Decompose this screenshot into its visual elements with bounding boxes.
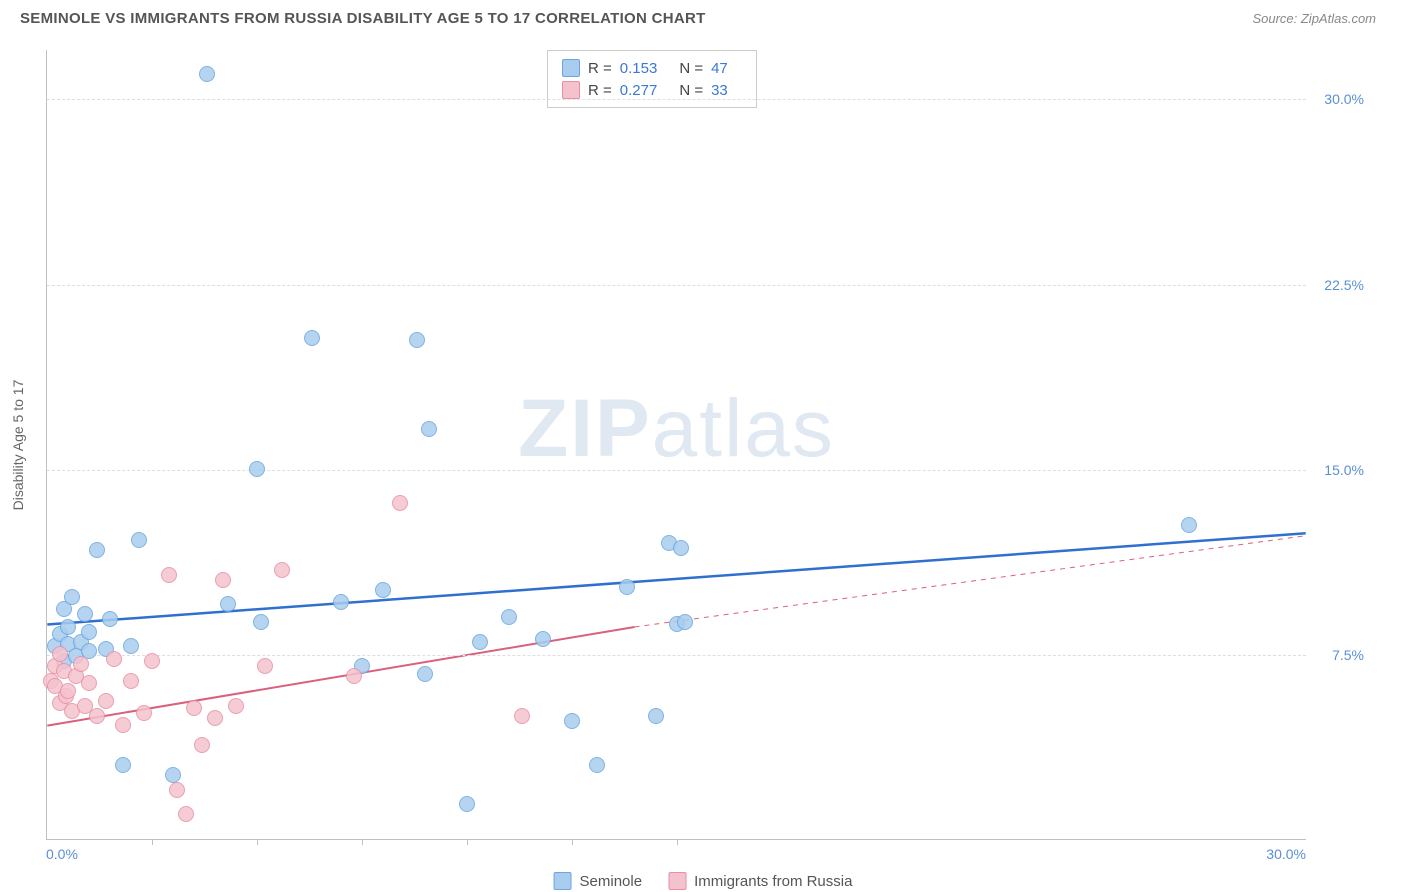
- legend-series-name: Immigrants from Russia: [694, 873, 852, 890]
- legend-item: Immigrants from Russia: [668, 872, 852, 890]
- data-point: [215, 572, 231, 588]
- data-point: [253, 614, 269, 630]
- data-point: [673, 540, 689, 556]
- data-point: [123, 673, 139, 689]
- data-point: [89, 708, 105, 724]
- data-point: [459, 796, 475, 812]
- data-point: [409, 332, 425, 348]
- data-point: [274, 562, 290, 578]
- data-point: [115, 757, 131, 773]
- x-tick: [677, 839, 678, 845]
- data-point: [60, 619, 76, 635]
- data-point: [115, 717, 131, 733]
- x-tick: [152, 839, 153, 845]
- data-point: [131, 532, 147, 548]
- legend-swatch: [562, 59, 580, 77]
- data-point: [564, 713, 580, 729]
- trend-line-extrapolated: [635, 536, 1306, 627]
- data-point: [169, 782, 185, 798]
- y-tick-label: 30.0%: [1310, 91, 1364, 107]
- legend-r-label: R =: [588, 60, 612, 77]
- legend-n-value: 33: [711, 82, 728, 99]
- legend-n-label: N =: [679, 60, 703, 77]
- x-tick: [257, 839, 258, 845]
- data-point: [207, 710, 223, 726]
- data-point: [1181, 517, 1197, 533]
- data-point: [472, 634, 488, 650]
- legend-series-name: Seminole: [580, 873, 643, 890]
- x-tick-min: 0.0%: [46, 846, 78, 862]
- data-point: [77, 606, 93, 622]
- data-point: [375, 582, 391, 598]
- data-point: [89, 542, 105, 558]
- data-point: [186, 700, 202, 716]
- data-point: [81, 624, 97, 640]
- data-point: [648, 708, 664, 724]
- y-tick-label: 15.0%: [1310, 462, 1364, 478]
- x-tick: [572, 839, 573, 845]
- data-point: [346, 668, 362, 684]
- data-point: [677, 614, 693, 630]
- data-point: [514, 708, 530, 724]
- gridline: [47, 655, 1306, 656]
- legend-n-label: N =: [679, 82, 703, 99]
- data-point: [535, 631, 551, 647]
- x-tick: [467, 839, 468, 845]
- legend-r-label: R =: [588, 82, 612, 99]
- y-axis-label: Disability Age 5 to 17: [10, 380, 26, 511]
- legend-row: R = 0.153 N = 47: [562, 57, 742, 79]
- data-point: [392, 495, 408, 511]
- data-point: [102, 611, 118, 627]
- data-point: [64, 589, 80, 605]
- watermark: ZIPatlas: [518, 382, 835, 476]
- data-point: [194, 737, 210, 753]
- legend-n-value: 47: [711, 60, 728, 77]
- trend-lines: [47, 50, 1306, 839]
- chart-title: SEMINOLE VS IMMIGRANTS FROM RUSSIA DISAB…: [20, 10, 706, 27]
- data-point: [98, 693, 114, 709]
- data-point: [161, 567, 177, 583]
- data-point: [123, 638, 139, 654]
- data-point: [165, 767, 181, 783]
- data-point: [81, 675, 97, 691]
- gridline: [47, 285, 1306, 286]
- data-point: [249, 461, 265, 477]
- gridline: [47, 470, 1306, 471]
- legend-item: Seminole: [554, 872, 643, 890]
- y-tick-label: 7.5%: [1310, 647, 1364, 663]
- series-legend: Seminole Immigrants from Russia: [554, 872, 853, 890]
- legend-swatch: [668, 872, 686, 890]
- data-point: [73, 656, 89, 672]
- data-point: [220, 596, 236, 612]
- legend-r-value: 0.277: [620, 82, 658, 99]
- data-point: [52, 646, 68, 662]
- x-tick-max: 30.0%: [1266, 846, 1306, 862]
- data-point: [144, 653, 160, 669]
- data-point: [199, 66, 215, 82]
- scatter-chart: Disability Age 5 to 17 ZIPatlas R = 0.15…: [46, 50, 1366, 840]
- data-point: [619, 579, 635, 595]
- source-attribution: Source: ZipAtlas.com: [1252, 11, 1376, 26]
- data-point: [421, 421, 437, 437]
- legend-swatch: [562, 81, 580, 99]
- data-point: [417, 666, 433, 682]
- data-point: [501, 609, 517, 625]
- data-point: [136, 705, 152, 721]
- y-tick-label: 22.5%: [1310, 277, 1364, 293]
- gridline: [47, 99, 1306, 100]
- data-point: [589, 757, 605, 773]
- legend-swatch: [554, 872, 572, 890]
- data-point: [304, 330, 320, 346]
- data-point: [333, 594, 349, 610]
- legend-r-value: 0.153: [620, 60, 658, 77]
- data-point: [228, 698, 244, 714]
- x-tick: [362, 839, 363, 845]
- data-point: [257, 658, 273, 674]
- data-point: [106, 651, 122, 667]
- plot-area: ZIPatlas R = 0.153 N = 47 R = 0.277 N = …: [46, 50, 1306, 840]
- legend-row: R = 0.277 N = 33: [562, 79, 742, 101]
- data-point: [178, 806, 194, 822]
- data-point: [60, 683, 76, 699]
